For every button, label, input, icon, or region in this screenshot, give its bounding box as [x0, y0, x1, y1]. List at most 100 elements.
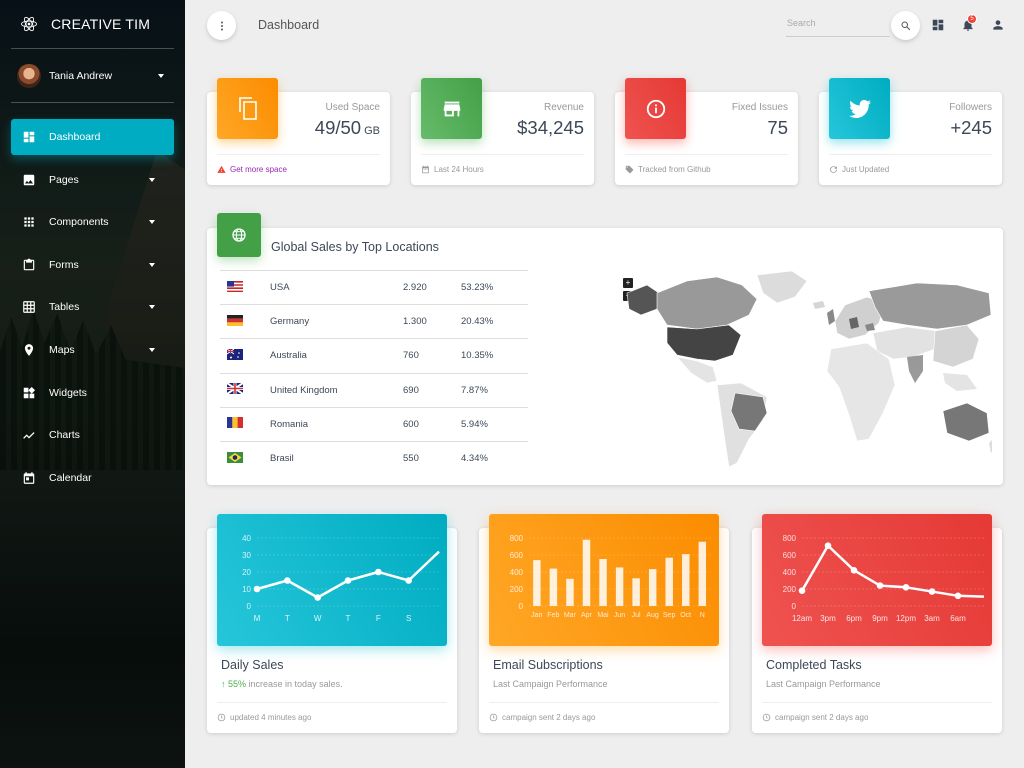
sidebar-item-label: Dashboard [49, 131, 101, 143]
x-tick-label: M [254, 614, 261, 623]
y-tick-label: 400 [783, 568, 797, 577]
map-region-new-zealand [989, 440, 992, 453]
sidebar-item-charts[interactable]: Charts [11, 417, 174, 453]
data-point [876, 582, 884, 589]
y-tick-label: 0 [792, 602, 797, 611]
bar [533, 560, 541, 606]
sidebar-item-widgets[interactable]: Widgets [11, 375, 174, 411]
increase-percent: 55% [228, 679, 247, 689]
sidebar-item-dashboard[interactable]: Dashboard [11, 119, 174, 155]
x-tick-label: 9pm [872, 614, 888, 623]
country-percent: 4.34% [461, 440, 528, 476]
y-tick-label: 20 [242, 568, 251, 577]
stat-label: Followers [949, 102, 992, 113]
dashboard-icon[interactable] [931, 18, 945, 32]
x-tick-label: Sep [663, 612, 676, 619]
data-point [314, 594, 321, 601]
person-icon[interactable] [991, 18, 1005, 32]
dashboard-icon [23, 131, 35, 143]
country-percent: 53.23% [461, 269, 528, 305]
user-name: Tania Andrew [49, 69, 113, 82]
clipboard-icon [23, 258, 35, 271]
table-row: Germany 1.300 20.43% [220, 304, 528, 339]
x-tick-label: Jun [614, 612, 625, 619]
react-logo-icon [21, 16, 37, 32]
warning-icon [217, 165, 226, 173]
chevron-down-icon [158, 73, 164, 78]
search-input[interactable]: Search [786, 15, 890, 37]
country-sales: 550 [403, 440, 461, 476]
tag-icon [625, 165, 634, 174]
y-tick-label: 200 [783, 585, 797, 594]
map-region-romania [865, 323, 875, 331]
country-name: Germany [270, 304, 403, 339]
timeline-icon [23, 432, 35, 439]
country-percent: 10.35% [461, 338, 528, 374]
stat-label: Used Space [325, 102, 380, 113]
sidebar-item-forms[interactable]: Forms [11, 247, 174, 283]
x-tick-label: Jul [632, 612, 641, 619]
store-icon [443, 101, 460, 116]
sidebar-background-lake [0, 470, 185, 768]
bar-chart: 0 200 400 600 800 Jan Feb Mar Apr Mai Jun Jul Aug Sep… [510, 534, 711, 619]
sidebar-item-pages[interactable]: Pages [11, 162, 174, 198]
map-region-iceland [813, 301, 825, 309]
sidebar-item-calendar[interactable]: Calendar [11, 460, 174, 496]
y-tick-label: 600 [783, 551, 797, 560]
line-chart: 0 200 400 600 800 12am 3pm 6pm 9pm 12pm 3am 6am [783, 534, 985, 623]
x-tick-label: Feb [547, 612, 559, 619]
image-icon [23, 174, 35, 185]
sidebar-item-tables[interactable]: Tables [11, 289, 174, 325]
update-icon [830, 166, 837, 173]
country-sales: 2.920 [403, 269, 461, 305]
email-subscriptions-card: 0 200 400 600 800 Jan Feb Mar Apr Mai Jun Jul Aug Sep… [479, 514, 729, 733]
line-chart: 0 10 20 30 40 M T W T F S [242, 534, 440, 623]
y-tick-label: 800 [783, 534, 797, 543]
bar [665, 557, 673, 606]
country-name: Brasil [270, 440, 403, 476]
card-footer-text: campaign sent 2 days ago [502, 713, 596, 722]
sidebar-item-maps[interactable]: Maps [11, 332, 174, 368]
minimize-sidebar-button[interactable] [207, 11, 236, 40]
stat-footer: Tracked from Github [625, 154, 788, 184]
get-more-space-link[interactable]: Get more space [230, 165, 287, 174]
map-zoom-in-button[interactable]: + [623, 278, 633, 288]
bar [682, 554, 690, 606]
sidebar-item-components[interactable]: Components [11, 204, 174, 240]
search-button[interactable] [891, 11, 920, 40]
map-region-brazil [730, 392, 768, 432]
clock-icon [489, 713, 498, 722]
country-sales: 600 [403, 406, 461, 442]
chevron-down-icon [149, 220, 155, 225]
sales-table: USA 2.920 53.23% Germany 1.300 20.43% Au… [220, 269, 528, 476]
map-region-canada [656, 276, 758, 330]
flag-germany-icon [227, 314, 243, 326]
country-name: Australia [270, 338, 403, 374]
user-profile[interactable]: Tania Andrew [11, 49, 174, 103]
global-sales-card: Global Sales by Top Locations USA 2.920 … [207, 213, 1003, 485]
stat-icon-box [829, 78, 890, 139]
info-icon [646, 99, 665, 118]
daily-sales-chart: 0 10 20 30 40 M T W T F S [217, 514, 447, 646]
x-tick-label: T [285, 614, 290, 623]
search-icon [901, 21, 910, 30]
x-tick-label: 6am [950, 614, 966, 623]
country-name: United Kingdom [270, 372, 403, 408]
chevron-down-icon [149, 177, 155, 182]
brand-logo[interactable]: CREATIVE TIM [11, 0, 174, 49]
y-tick-label: 600 [510, 551, 524, 560]
map-region-uk [827, 309, 835, 325]
world-map[interactable] [617, 263, 992, 473]
flag-brazil-icon [227, 451, 243, 463]
data-point [850, 567, 858, 574]
stat-icon-box [421, 78, 482, 139]
table-row: USA 2.920 53.23% [220, 269, 528, 305]
y-tick-label: 400 [510, 568, 524, 577]
bar [632, 578, 640, 606]
data-point [798, 587, 806, 594]
stat-footer: Just Updated [829, 154, 992, 184]
apps-icon [24, 217, 34, 227]
stat-footer: Last 24 Hours [421, 154, 584, 184]
card-footer: campaign sent 2 days ago [762, 702, 992, 732]
stat-label: Revenue [543, 102, 584, 113]
